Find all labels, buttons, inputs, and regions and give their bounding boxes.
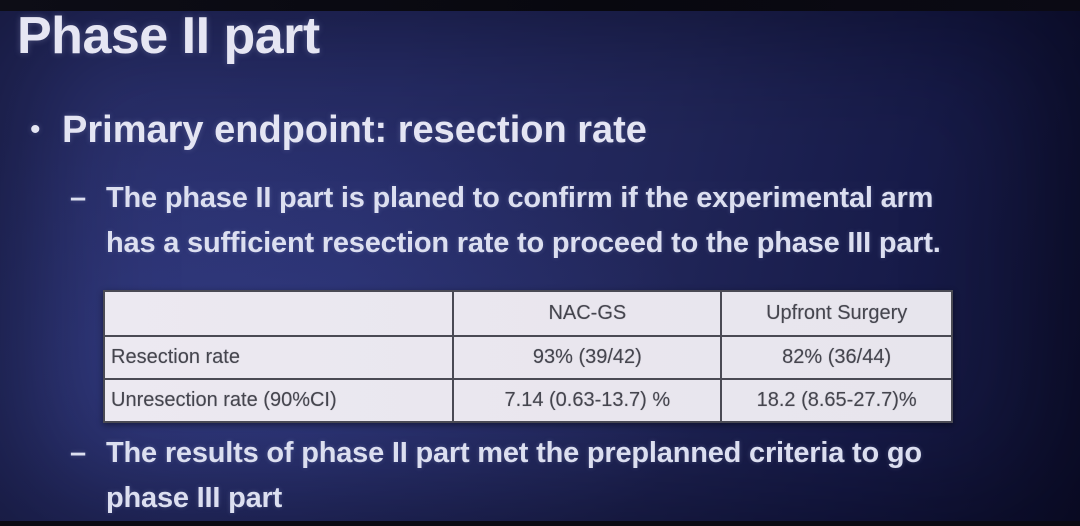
table-header-upfront-surgery: Upfront Surgery bbox=[720, 290, 953, 337]
sub-bullet-results: – The results of phase II part met the p… bbox=[70, 431, 1070, 521]
sub-bullet-plan-line-1: The phase II part is planed to confirm i… bbox=[106, 182, 934, 214]
row-value-nac-gs: 7.14 (0.63-13.7) % bbox=[452, 378, 723, 423]
sub-bullet-results-line-1: The results of phase II part met the pre… bbox=[106, 437, 922, 469]
bullet-dot-icon: • bbox=[30, 113, 41, 146]
table-header-empty bbox=[102, 290, 455, 337]
row-label: Unresection rate (90%CI) bbox=[102, 378, 455, 423]
primary-bullet: • Primary endpoint: resection rate bbox=[30, 106, 1070, 154]
results-table: NAC-GS Upfront Surgery Resection rate 93… bbox=[102, 290, 953, 423]
bottom-bezel bbox=[0, 521, 1080, 526]
table-row-unresection-rate: Unresection rate (90%CI) 7.14 (0.63-13.7… bbox=[102, 378, 953, 423]
sub-bullet-plan: – The phase II part is planed to confirm… bbox=[70, 176, 1070, 266]
sub-bullet-plan-line-2: has a sufficient resection rate to proce… bbox=[106, 227, 941, 259]
primary-bullet-text: Primary endpoint: resection rate bbox=[62, 109, 647, 151]
row-value-nac-gs: 93% (39/42) bbox=[452, 335, 723, 380]
slide-title: Phase II part bbox=[17, 7, 320, 65]
top-bezel bbox=[0, 0, 1080, 11]
dash-icon: – bbox=[70, 437, 87, 469]
table-row-resection-rate: Resection rate 93% (39/42) 82% (36/44) bbox=[102, 335, 953, 380]
sub-bullet-results-line-2: phase III part bbox=[106, 482, 283, 514]
table-header-row: NAC-GS Upfront Surgery bbox=[102, 290, 953, 337]
dash-icon: – bbox=[70, 182, 87, 214]
sub-bullet-plan-text: The phase II part is planed to confirm i… bbox=[106, 176, 941, 266]
row-label: Resection rate bbox=[102, 335, 455, 380]
table-header-nac-gs: NAC-GS bbox=[452, 290, 723, 337]
row-value-upfront: 18.2 (8.65-27.7)% bbox=[720, 378, 953, 423]
row-value-upfront: 82% (36/44) bbox=[720, 335, 953, 380]
sub-bullet-results-text: The results of phase II part met the pre… bbox=[106, 431, 922, 521]
